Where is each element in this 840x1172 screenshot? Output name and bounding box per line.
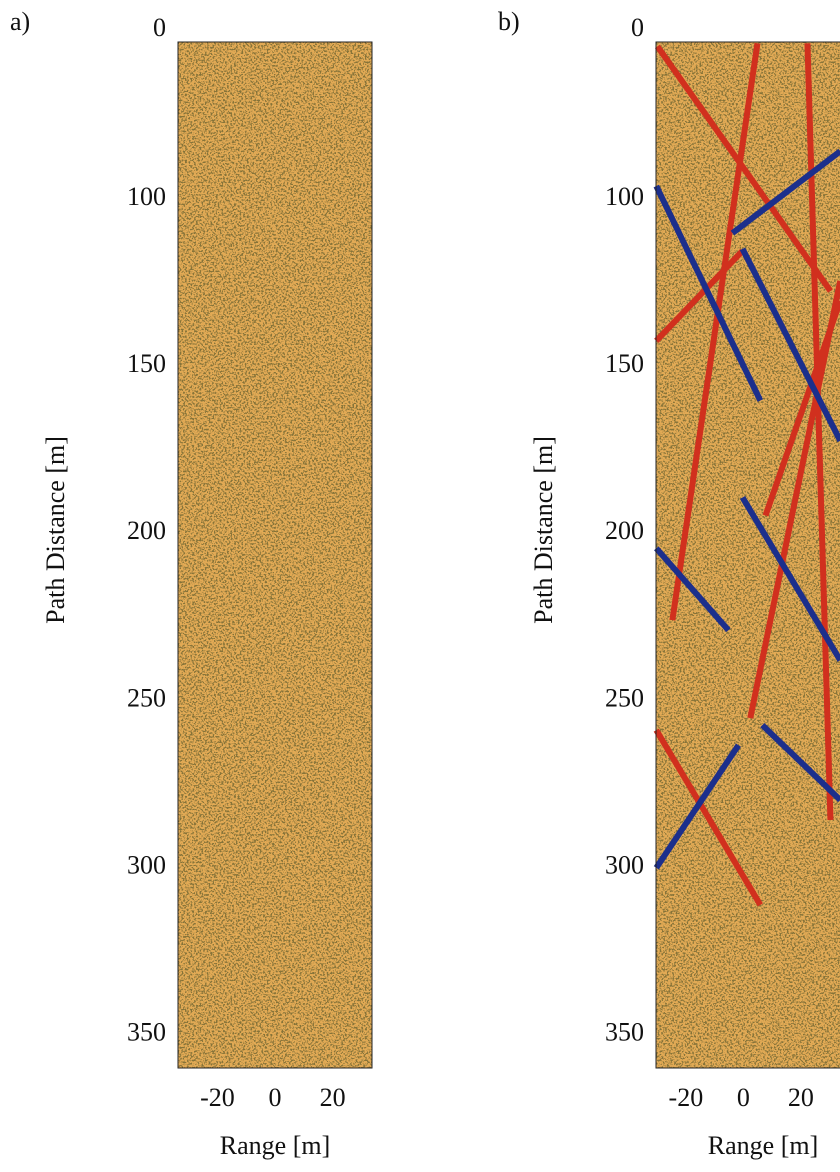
y-tick-label: 100: [127, 182, 166, 211]
figure: a)0100150200250300350-20020Range [m]Path…: [0, 0, 840, 1172]
y-tick-label: 150: [127, 349, 166, 378]
x-tick-label: 0: [737, 1083, 750, 1112]
y-tick-label: 250: [605, 683, 644, 712]
y-tick-label: 200: [605, 516, 644, 545]
y-tick-label: 300: [127, 850, 166, 879]
y-tick-label: 250: [127, 683, 166, 712]
x-axis-label: Range [m]: [220, 1131, 330, 1160]
y-tick-label: 350: [127, 1018, 166, 1047]
image-texture: [178, 42, 372, 1068]
y-tick-label: 100: [605, 182, 644, 211]
x-tick-label: 20: [320, 1083, 346, 1112]
panel-label: a): [10, 7, 30, 36]
x-tick-label: 0: [269, 1083, 282, 1112]
y-tick-label: 300: [605, 850, 644, 879]
y-tick-label: 150: [605, 349, 644, 378]
panel-label: b): [498, 7, 520, 36]
y-axis-label: Path Distance [m]: [529, 436, 558, 624]
y-axis-label: Path Distance [m]: [41, 436, 70, 624]
x-tick-label: 20: [788, 1083, 814, 1112]
x-tick-label: -20: [669, 1083, 704, 1112]
y-tick-label: 0: [631, 13, 644, 42]
y-tick-label: 0: [153, 13, 166, 42]
y-tick-label: 200: [127, 516, 166, 545]
x-axis-label: Range [m]: [708, 1131, 818, 1160]
x-tick-label: -20: [200, 1083, 235, 1112]
y-tick-label: 350: [605, 1018, 644, 1047]
